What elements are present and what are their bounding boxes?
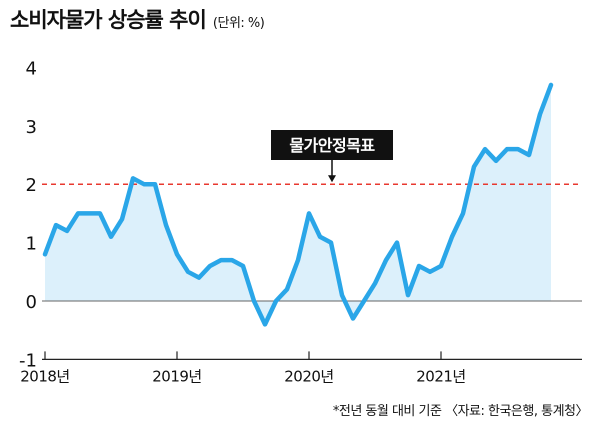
- source-footnote: *전년 동월 대비 기준 〈자료: 한국은행, 통계청〉: [332, 404, 589, 419]
- x-tick-label: 2018년: [20, 367, 69, 385]
- y-tick-label: 0: [26, 292, 37, 313]
- y-tick-label: 2: [26, 175, 37, 196]
- chart-title: 소비자물가 상승률 추이: [10, 8, 207, 32]
- target-label: 물가안정목표: [289, 136, 375, 155]
- y-tick-label: 4: [26, 58, 37, 79]
- y-tick-label: -1: [19, 350, 37, 371]
- target-pointer-arrow: [328, 175, 336, 183]
- x-tick-label: 2019년: [152, 367, 201, 385]
- x-tick-label: 2021년: [416, 367, 465, 385]
- target-label-box: [271, 130, 393, 160]
- area-fill: [45, 84, 551, 325]
- chart-title-block: 소비자물가 상승률 추이 (단위: %): [10, 4, 265, 34]
- y-tick-label: 1: [26, 234, 37, 255]
- y-tick-label: 3: [26, 117, 37, 138]
- x-tick-label: 2020년: [284, 367, 333, 385]
- unit-label: (단위: %): [212, 16, 265, 31]
- cpi-series-line: [42, 82, 554, 327]
